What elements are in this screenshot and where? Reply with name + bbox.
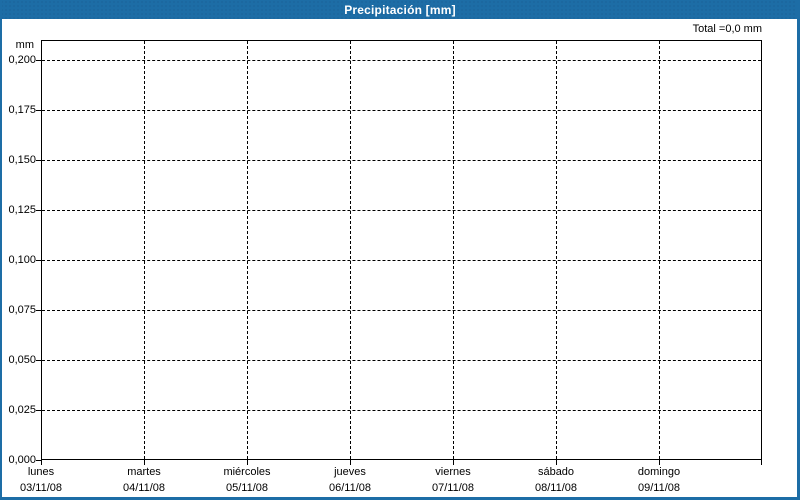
y-axis-tick [36, 460, 41, 461]
y-tick-label: 0,050 [8, 354, 36, 366]
x-axis-tick [453, 460, 454, 465]
y-tick-label: 0,000 [8, 454, 36, 466]
frame-border-left [0, 0, 2, 500]
h-gridline [42, 60, 761, 61]
h-gridline [42, 110, 761, 111]
y-tick-label: 0,025 [8, 404, 36, 416]
y-tick-label: 0,075 [8, 304, 36, 316]
x-day-label: miércoles [223, 466, 271, 478]
y-axis-tick [36, 160, 41, 161]
x-day-label: jueves [334, 466, 366, 478]
x-axis-tick [247, 460, 248, 465]
x-axis-tick [350, 460, 351, 465]
y-axis-tick [36, 360, 41, 361]
x-date-label: 09/11/08 [637, 482, 680, 494]
x-axis-tick [41, 460, 42, 465]
y-axis-tick [36, 60, 41, 61]
y-axis-tick [36, 410, 41, 411]
x-date-label: 05/11/08 [225, 482, 268, 494]
y-tick-label: 0,175 [8, 104, 36, 116]
v-gridline [247, 41, 248, 459]
h-gridline [42, 410, 761, 411]
chart-titlebar: Precipitación [mm] [0, 0, 800, 19]
v-gridline [350, 41, 351, 459]
x-date-label: 06/11/08 [328, 482, 371, 494]
y-tick-label: 0,150 [8, 154, 36, 166]
x-axis-tick [144, 460, 145, 465]
y-axis-tick [36, 260, 41, 261]
x-axis-tick [761, 460, 762, 465]
frame-border-bottom [0, 497, 800, 500]
h-gridline [42, 360, 761, 361]
frame-border-right [797, 0, 800, 500]
x-day-label: sábado [537, 466, 575, 478]
chart-title: Precipitación [mm] [344, 2, 456, 17]
y-tick-label: 0,125 [8, 204, 36, 216]
v-gridline [659, 41, 660, 459]
h-gridline [42, 160, 761, 161]
total-label: Total =0,0 mm [692, 23, 762, 35]
x-date-label: 07/11/08 [431, 482, 474, 494]
x-axis-tick [659, 460, 660, 465]
y-axis-tick [36, 310, 41, 311]
y-tick-label: 0,200 [8, 54, 36, 66]
v-gridline [144, 41, 145, 459]
x-day-label: lunes [27, 466, 55, 478]
h-gridline [42, 260, 761, 261]
h-gridline [42, 310, 761, 311]
y-axis-tick [36, 110, 41, 111]
h-gridline [42, 210, 761, 211]
y-axis-tick [36, 210, 41, 211]
x-day-label: domingo [637, 466, 681, 478]
x-date-label: 08/11/08 [534, 482, 577, 494]
x-date-label: 04/11/08 [122, 482, 165, 494]
v-gridline [453, 41, 454, 459]
x-day-label: viernes [435, 466, 471, 478]
x-axis-tick [556, 460, 557, 465]
y-tick-label: 0,100 [8, 254, 36, 266]
plot-area [41, 40, 762, 460]
v-gridline [556, 41, 557, 459]
x-day-label: martes [127, 466, 161, 478]
x-date-label: 03/11/08 [19, 482, 62, 494]
y-axis-unit-label: mm [15, 39, 34, 51]
